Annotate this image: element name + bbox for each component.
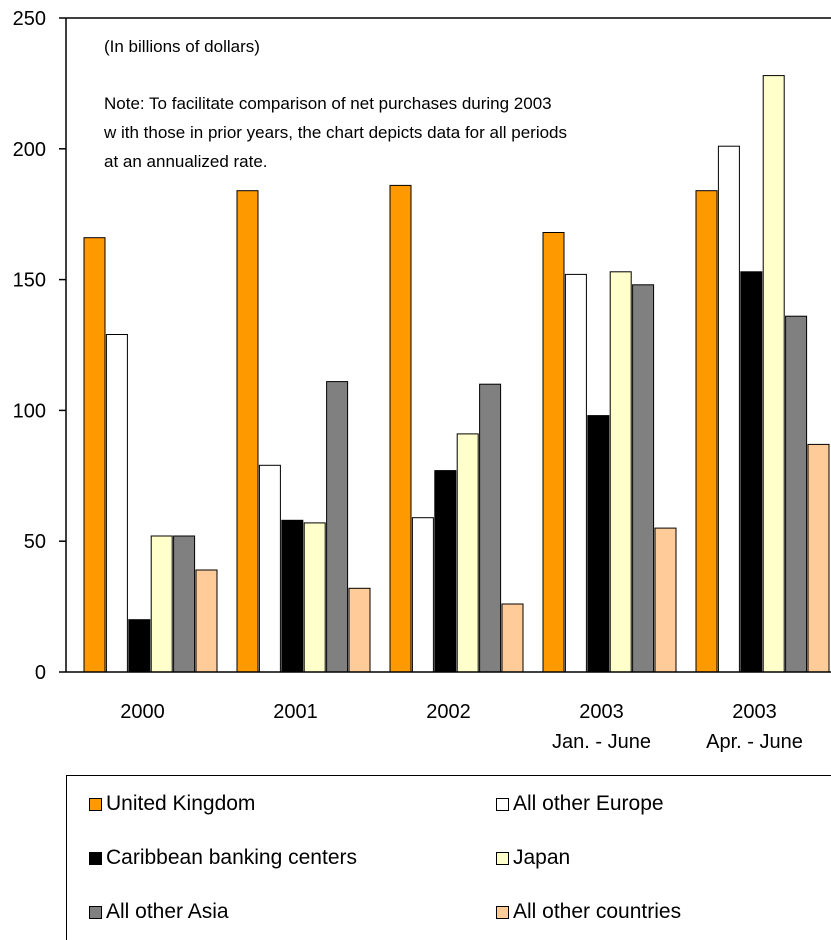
bar [128, 619, 151, 673]
bar [479, 383, 502, 673]
bar [105, 334, 128, 673]
legend-label: All other Europe [513, 792, 664, 815]
bar [542, 232, 565, 673]
legend-swatch [496, 905, 509, 919]
x-tick-label: 2000 [120, 701, 165, 723]
legend-item-japan: Japan [496, 846, 570, 870]
bar [389, 184, 412, 673]
x-tick-label: 2003 [579, 701, 624, 723]
legend-label: All other countries [513, 900, 682, 923]
bar [609, 271, 632, 673]
bar [785, 315, 808, 673]
chart-note-line-1: Note: To facilitate comparison of net pu… [104, 94, 552, 113]
legend-label: Japan [513, 846, 571, 869]
legend-swatch [89, 797, 102, 811]
legend-swatch [496, 797, 509, 811]
x-tick-label: Jan. - June [552, 731, 651, 753]
legend-item-all-other-countries: All other countries [496, 900, 681, 924]
x-tick-label: 2003 [732, 701, 777, 723]
bar [587, 415, 610, 673]
legend-item-all-other-europe: All other Europe [496, 792, 664, 816]
x-tick-label: 2002 [426, 701, 471, 723]
bar [762, 75, 785, 673]
bar [501, 603, 524, 673]
y-tick-label: 100 [13, 400, 46, 422]
bar [434, 470, 457, 673]
bar [258, 464, 281, 673]
bar [195, 569, 218, 673]
bar [173, 535, 196, 673]
bar [326, 381, 349, 673]
legend-item-caribbean-banking-centers: Caribbean banking centers [89, 846, 357, 870]
y-tick-label: 150 [13, 270, 46, 292]
chart-note-line-2: w ith those in prior years, the chart de… [104, 123, 568, 142]
bar [281, 519, 304, 673]
bar [717, 145, 740, 673]
legend-swatch [89, 851, 102, 865]
bar [411, 517, 434, 673]
y-tick-label: 250 [13, 8, 46, 30]
bar [564, 273, 587, 673]
legend-swatch [89, 905, 102, 919]
bar [695, 190, 718, 673]
chart-legend: United Kingdom All other Europe Caribbea… [66, 775, 831, 940]
legend-label: Caribbean banking centers [106, 846, 357, 869]
y-tick-label: 200 [13, 139, 46, 161]
chart-note-line-3: at an annualized rate. [104, 152, 268, 171]
x-tick-label: Apr. - June [706, 731, 803, 753]
chart-subtitle: (In billions of dollars) [104, 37, 260, 56]
bar [807, 443, 830, 673]
legend-item-united-kingdom: United Kingdom [89, 792, 255, 816]
legend-item-all-other-asia: All other Asia [89, 900, 229, 924]
legend-swatch [496, 851, 509, 865]
y-tick-label: 0 [35, 662, 46, 684]
bar [236, 190, 259, 673]
y-tick-label: 50 [24, 531, 46, 553]
bar [740, 271, 763, 673]
x-tick-label: 2001 [273, 701, 318, 723]
bar [654, 527, 677, 673]
bar [632, 284, 655, 673]
legend-label: All other Asia [106, 900, 229, 923]
bar [150, 535, 173, 673]
legend-label: United Kingdom [106, 792, 256, 815]
bar [456, 433, 479, 673]
bar [348, 587, 371, 673]
bar [83, 237, 106, 673]
bar [303, 522, 326, 673]
